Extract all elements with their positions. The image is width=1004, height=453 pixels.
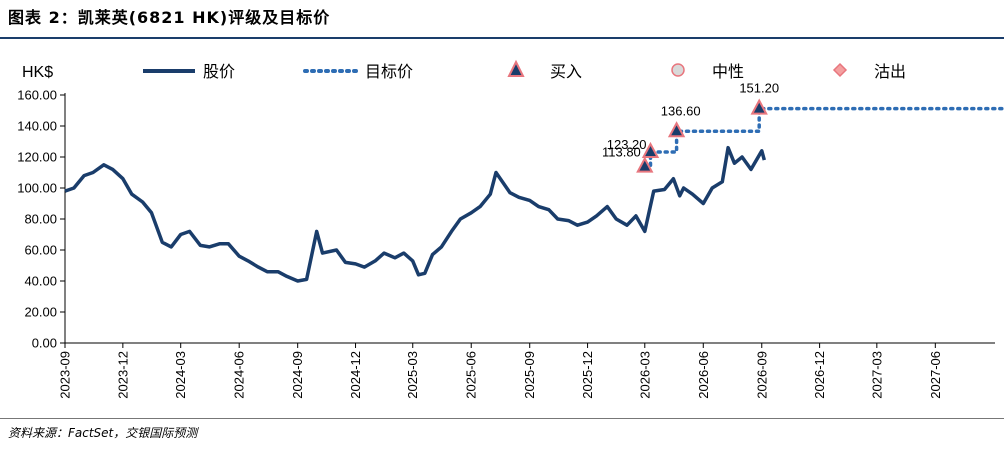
y-tick-label: 20.00 — [24, 305, 57, 320]
unit-label: HK$ — [22, 64, 53, 81]
x-tick-label: 2023-12 — [115, 351, 130, 399]
y-tick-label: 60.00 — [24, 243, 57, 258]
x-tick-label: 2026-06 — [696, 351, 711, 399]
legend-sell-label: 沽出 — [874, 62, 906, 81]
target-price-label: 123.20 — [607, 137, 647, 152]
target-price-label: 151.20 — [739, 81, 779, 96]
buy-rating-marker — [750, 98, 768, 115]
x-tick-label: 2024-06 — [232, 351, 247, 399]
legend-neutral-icon — [671, 63, 685, 77]
buy-rating-marker — [667, 121, 686, 138]
target-price-label: 113.80 — [602, 145, 641, 160]
y-tick-label: 140.00 — [17, 119, 57, 134]
y-axis: 0.00 20.00 40.00 60.00 80.00 100.00 120.00 140.… — [17, 88, 66, 351]
figure-title: 图表 2：凯莱英(6821 HK)评级及目标价 — [8, 8, 331, 27]
x-tick-label: 2026-03 — [637, 351, 652, 399]
x-tick-label: 2025-06 — [464, 351, 479, 399]
price-chart: HK$ 股价 目标价 买入 中性 沽出 0.00 20.00 40.00 60.00 8… — [17, 59, 1004, 399]
x-tick-label: 2027-03 — [869, 351, 884, 399]
x-tick-label: 2027-06 — [928, 351, 943, 399]
buy-rating-marker — [636, 156, 654, 173]
x-tick-label: 2025-03 — [405, 351, 420, 399]
x-tick-label: 2024-12 — [348, 351, 363, 399]
price-line — [64, 145, 766, 283]
x-tick-label: 2026-09 — [754, 351, 769, 399]
legend-price-label: 股价 — [203, 62, 235, 81]
legend: HK$ 股价 目标价 买入 中性 沽出 — [22, 59, 906, 81]
legend-sell-icon — [832, 62, 848, 78]
x-tick-label: 2023-09 — [58, 351, 73, 399]
x-tick-label: 2025-09 — [522, 351, 537, 399]
title-rule — [0, 37, 1004, 39]
x-tick-label: 2026-12 — [812, 351, 827, 399]
y-tick-label: 0.00 — [32, 336, 57, 351]
x-axis: 2023-09 2023-12 2024-03 2024-06 2024-09 2024-… — [58, 342, 995, 399]
legend-target-label: 目标价 — [365, 62, 413, 81]
buy-rating-marker — [641, 141, 660, 159]
y-tick-label: 100.00 — [17, 181, 57, 196]
target-price-label: 136.60 — [661, 103, 701, 118]
legend-neutral-label: 中性 — [712, 62, 744, 81]
footer-rule — [0, 418, 1004, 419]
legend-buy-icon — [507, 59, 525, 77]
legend-buy-label: 买入 — [550, 62, 582, 81]
x-tick-label: 2024-09 — [290, 351, 305, 399]
x-tick-label: 2025-12 — [580, 351, 595, 399]
y-tick-label: 40.00 — [24, 274, 57, 289]
y-tick-label: 160.00 — [17, 88, 57, 103]
x-tick-label: 2024-03 — [173, 351, 188, 399]
y-tick-label: 80.00 — [24, 212, 57, 227]
source-note: 资料来源：FactSet，交银国际预测 — [8, 426, 198, 440]
y-tick-label: 120.00 — [17, 150, 57, 165]
